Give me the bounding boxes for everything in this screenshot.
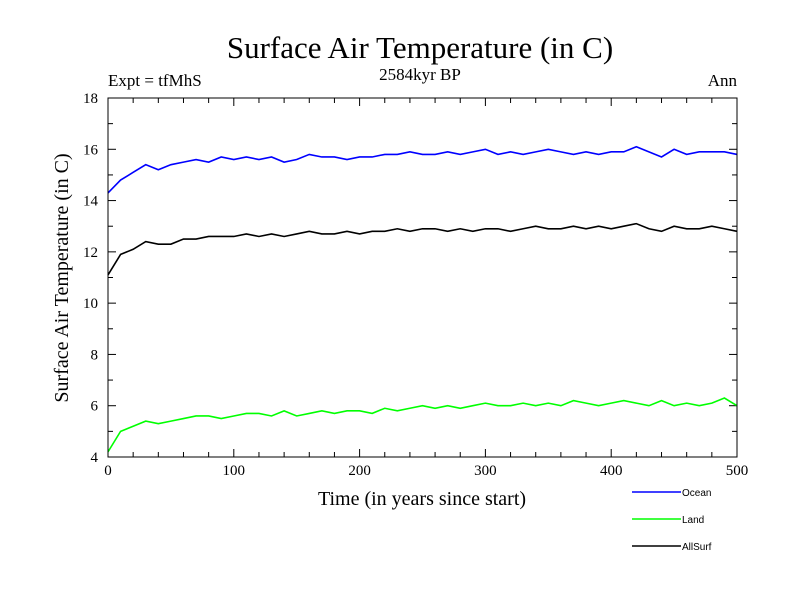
- series-line-ocean: [107, 145, 738, 194]
- experiment-label: Expt = tfMhS: [108, 71, 202, 90]
- x-tick-label: 200: [348, 463, 371, 479]
- x-tick-label: 400: [600, 463, 623, 479]
- x-tick-label: 300: [474, 463, 497, 479]
- y-axis-label: Surface Air Temperature (in C): [51, 153, 73, 402]
- y-tick-label: 14: [83, 194, 99, 210]
- y-tick-label: 8: [91, 347, 99, 363]
- y-tick-label: 6: [91, 399, 99, 415]
- y-tick-label: 16: [83, 142, 99, 158]
- legend-item-ocean: Ocean: [632, 488, 711, 499]
- y-tick-label: 10: [83, 296, 98, 312]
- chart-title: Surface Air Temperature (in C): [227, 30, 613, 65]
- y-tick-label: 4: [91, 450, 99, 466]
- x-tick-label: 100: [223, 463, 246, 479]
- x-tick-label: 500: [726, 463, 749, 479]
- series-line-land: [107, 397, 738, 453]
- legend-label: Ocean: [682, 488, 711, 499]
- plot-frame: [107, 97, 738, 458]
- series-line-allsurf: [107, 222, 738, 276]
- y-tick-label: 12: [83, 245, 98, 261]
- x-axis-label: Time (in years since start): [318, 488, 526, 510]
- legend-label: Land: [682, 515, 704, 526]
- season-label: Ann: [708, 71, 738, 90]
- chart-subtitle: 2584kyr BP: [379, 65, 461, 84]
- legend-label: AllSurf: [682, 542, 712, 553]
- legend-item-land: Land: [632, 515, 704, 526]
- y-tick-label: 18: [83, 91, 98, 107]
- x-tick-label: 0: [104, 463, 112, 479]
- legend-item-allsurf: AllSurf: [632, 542, 712, 553]
